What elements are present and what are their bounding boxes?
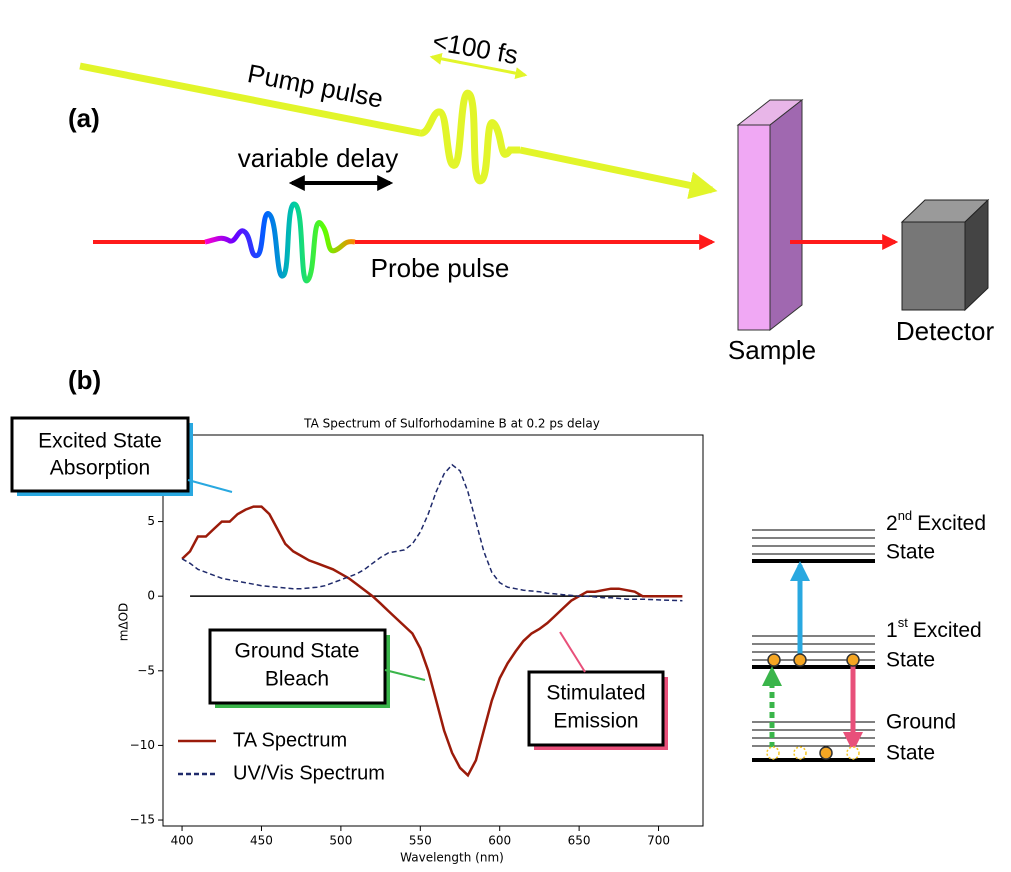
level-suffix: st [898,615,909,630]
level-text: Excited [913,619,982,642]
y-tick-label: 5 [147,514,155,528]
x-tick-label: 650 [568,834,591,848]
sample-side [769,98,803,332]
level-number: 2 [886,512,898,535]
legend-label: UV/Vis Spectrum [233,762,385,784]
detector-label: Detector [896,316,995,346]
callout-leader [559,631,586,673]
level-label: State [886,742,935,765]
y-tick-label: −15 [130,813,155,827]
level-label: 1st Excited [886,615,982,641]
level-label: State [886,541,935,564]
level-label: 2nd Excited [886,508,986,534]
panel-label: (b) [68,365,101,395]
pump-beam [519,146,718,200]
sample-front [737,124,771,331]
duration-label: <100 fs [430,26,520,70]
callout-text: Ground State [235,640,360,663]
duration-arrow [429,52,528,80]
level-text: Excited [917,512,986,535]
callout-box [10,416,190,493]
pump-wave [419,89,520,185]
pump-beam [79,62,421,137]
callout-text: Emission [553,710,638,733]
y-tick-label: 0 [147,589,155,603]
x-axis-label: Wavelength (nm) [400,851,504,865]
y-tick-label: −5 [137,663,155,677]
detector-front [901,221,966,311]
probe-wave [204,201,356,284]
sample-label: Sample [728,335,816,365]
x-tick-label: 700 [647,834,670,848]
level-number: 1 [886,619,898,642]
level-label: State [886,649,935,672]
level-label: Ground [886,711,956,734]
plot-frame [162,434,704,827]
panel-label: (a) [68,103,100,133]
callout-text: Excited State [38,430,162,453]
x-tick-label: 600 [488,834,511,848]
delay-label: variable delay [238,143,398,173]
y-axis-label: mΔOD [117,603,131,642]
callout-text: Bleach [265,668,329,691]
callout-text: Stimulated [546,682,645,705]
series-line [181,463,683,602]
x-tick-label: 450 [250,834,273,848]
y-tick-label: −10 [130,738,155,752]
legend-label: TA Spectrum [233,729,347,751]
callout-text: Absorption [50,457,150,480]
x-tick-label: 550 [409,834,432,848]
callout-leader [384,669,426,681]
callout-box [527,670,665,747]
callout-box [208,628,387,705]
callout-leader [187,479,233,493]
level-suffix: nd [898,508,912,523]
electrons [766,653,860,760]
chart-title: TA Spectrum of Sulforhodamine B at 0.2 p… [303,417,600,431]
x-tick-label: 400 [171,834,194,848]
probe-label: Probe pulse [371,253,510,283]
x-tick-label: 500 [329,834,352,848]
